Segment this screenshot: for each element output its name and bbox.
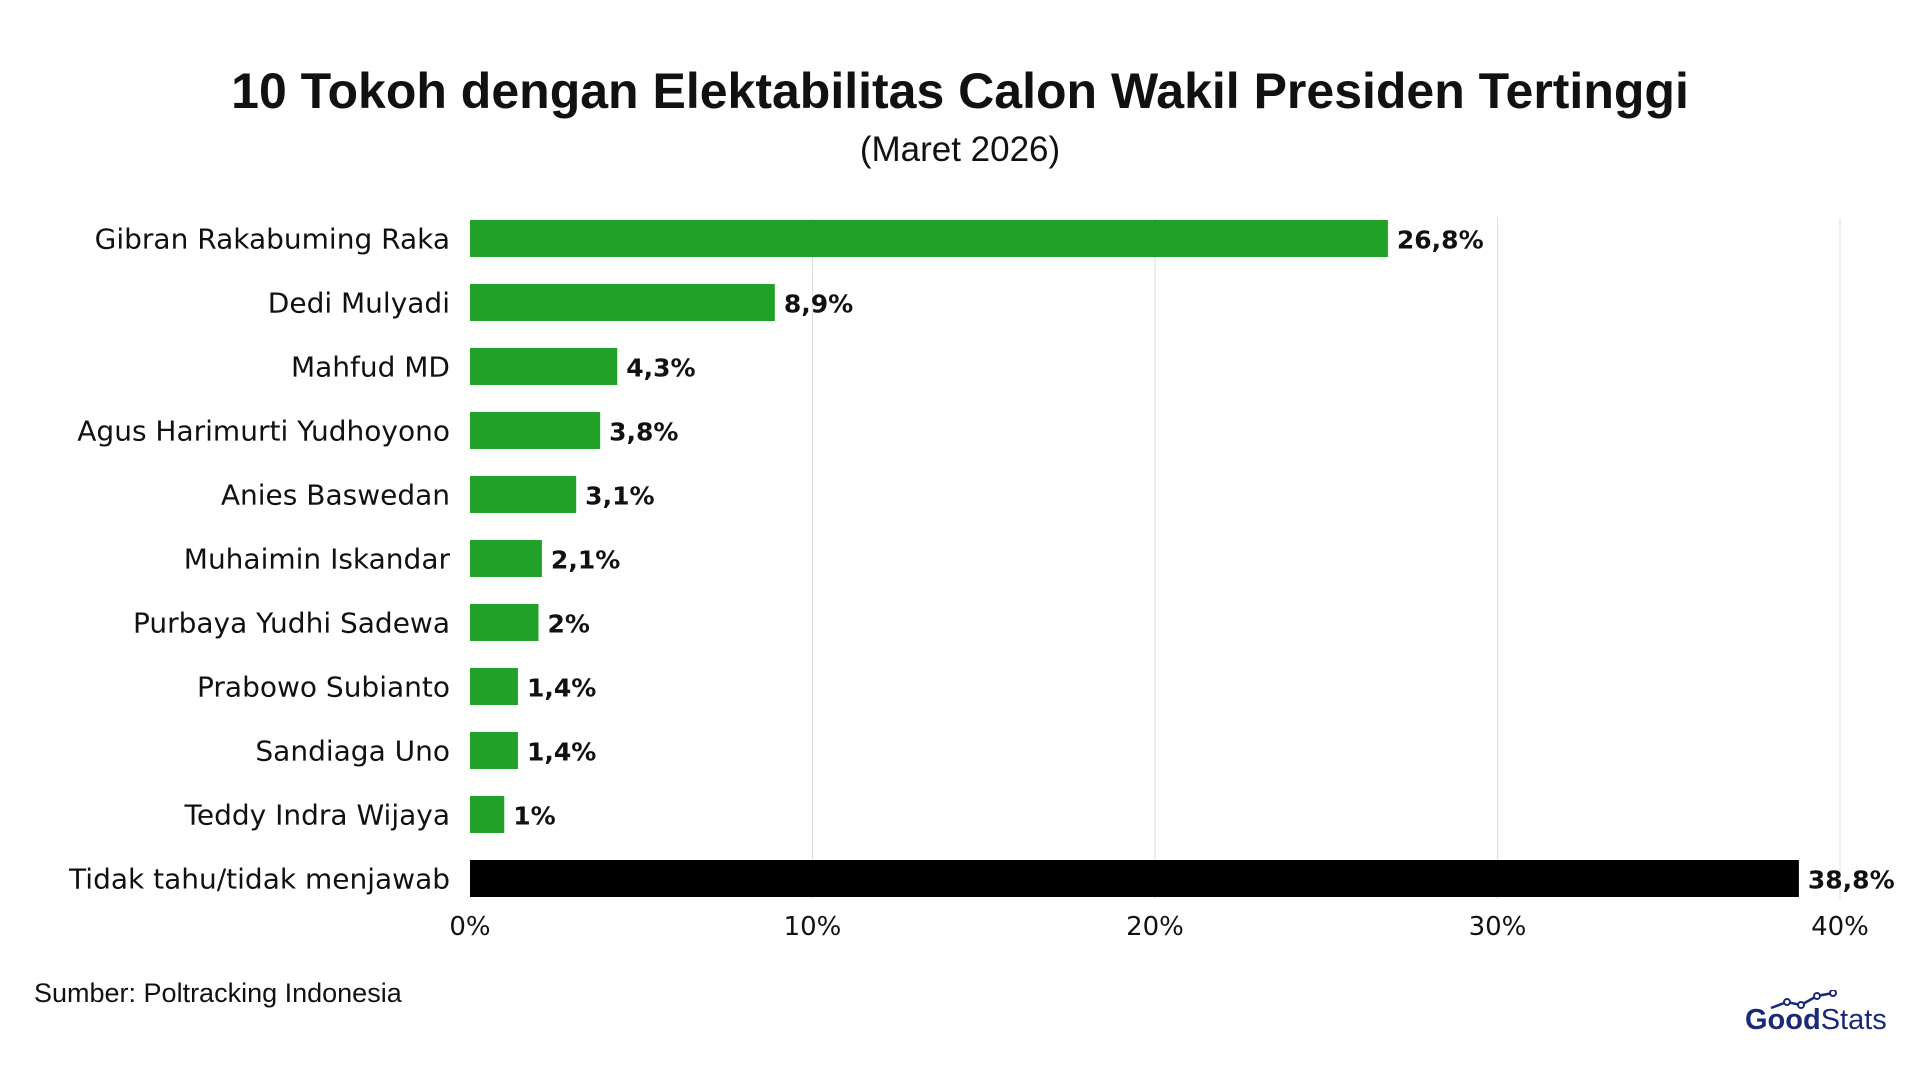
x-tick-label-3: 30% <box>1469 912 1527 942</box>
chart-subtitle: (Maret 2026) <box>859 130 1061 169</box>
value-label-0: 26,8% <box>1397 226 1484 255</box>
x-tick-label-2: 20% <box>1126 912 1184 942</box>
value-label-4: 3,1% <box>585 482 654 511</box>
bars <box>470 220 1799 897</box>
bar-8 <box>470 732 518 769</box>
bar-5 <box>470 540 542 577</box>
goodstats-logo: GoodStats <box>1745 990 1887 1040</box>
value-label-9: 1% <box>513 802 555 831</box>
value-label-10: 38,8% <box>1808 866 1895 895</box>
labels: 0% 10% 20% 30% 40% Gibran Rakabuming Raka 26,8… <box>68 223 1895 943</box>
category-label-7: Prabowo Subianto <box>197 671 450 704</box>
category-label-3: Agus Harimurti Yudhoyono <box>77 415 450 448</box>
trend-line-icon <box>1770 990 1837 1010</box>
grid-lines <box>812 218 1841 899</box>
bar-3 <box>470 412 601 449</box>
logo-text-good: Good <box>1745 1004 1821 1036</box>
category-label-9: Teddy Indra Wijaya <box>184 799 450 832</box>
x-tick-label-1: 10% <box>784 912 842 942</box>
chart-title: 10 Tokoh dengan Elektabilitas Calon Waki… <box>231 63 1689 119</box>
value-label-2: 4,3% <box>626 354 695 383</box>
category-label-1: Dedi Mulyadi <box>268 287 450 320</box>
bar-1 <box>470 284 775 321</box>
category-label-6: Purbaya Yudhi Sadewa <box>133 607 450 640</box>
value-label-8: 1,4% <box>527 738 596 767</box>
bar-6 <box>470 604 539 641</box>
value-label-5: 2,1% <box>551 546 620 575</box>
category-label-2: Mahfud MD <box>291 351 450 384</box>
bar-0 <box>470 220 1388 257</box>
value-label-7: 1,4% <box>527 674 596 703</box>
category-label-5: Muhaimin Iskandar <box>184 543 451 576</box>
x-tick-label-4: 40% <box>1811 912 1869 942</box>
bar-4 <box>470 476 577 513</box>
source-note: Sumber: Poltracking Indonesia <box>34 978 402 1008</box>
category-label-8: Sandiaga Uno <box>255 735 450 768</box>
bar-9 <box>470 796 505 833</box>
logo-text-stats: Stats <box>1820 1004 1887 1036</box>
value-label-6: 2% <box>548 610 590 639</box>
bar-7 <box>470 668 518 705</box>
bar-10 <box>470 860 1799 897</box>
value-label-1: 8,9% <box>784 290 853 319</box>
category-label-4: Anies Baswedan <box>221 479 450 512</box>
category-label-10: Tidak tahu/tidak menjawab <box>68 863 450 896</box>
value-label-3: 3,8% <box>609 418 678 447</box>
x-tick-label-0: 0% <box>449 912 490 942</box>
bar-2 <box>470 348 618 385</box>
category-label-0: Gibran Rakabuming Raka <box>95 223 450 256</box>
